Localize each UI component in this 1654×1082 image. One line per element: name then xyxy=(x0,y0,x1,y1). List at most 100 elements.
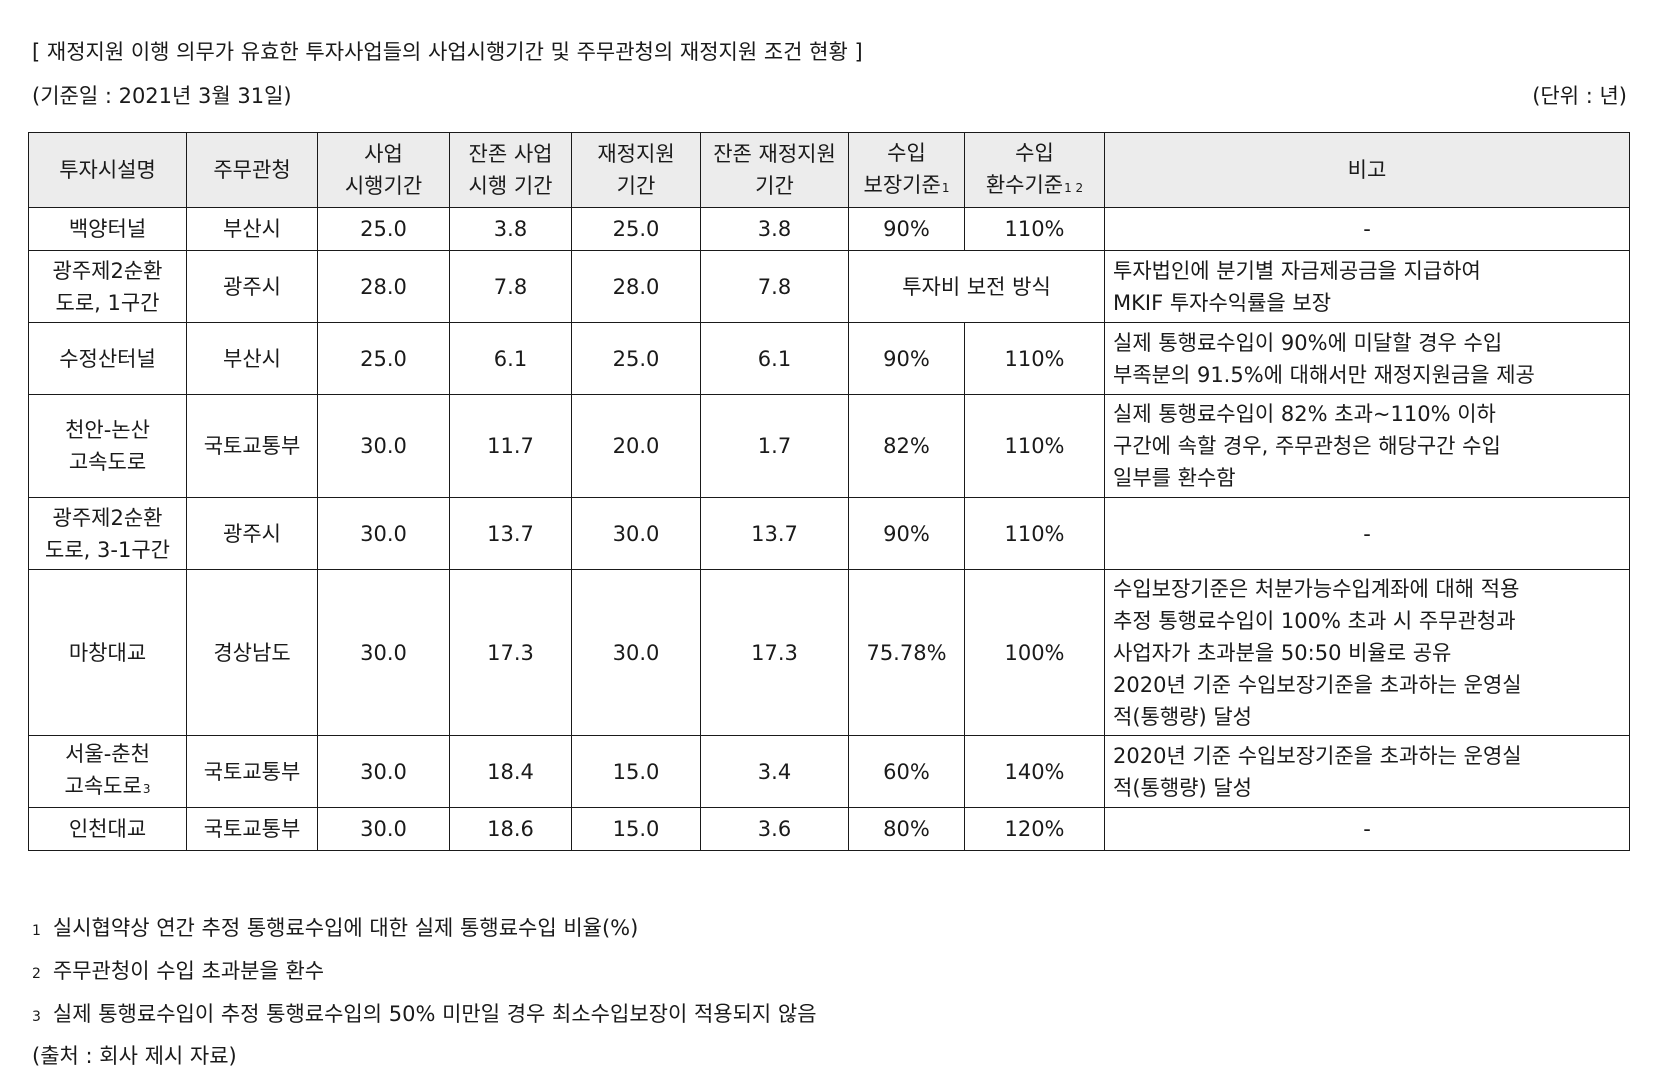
facility-name: 인천대교 xyxy=(28,807,187,851)
unit-label: (단위 : 년) xyxy=(1532,84,1627,108)
period: 25.0 xyxy=(317,322,450,395)
header-revenue-redemption: 수입 환수기준1 2 xyxy=(964,132,1105,208)
period: 30.0 xyxy=(317,807,450,851)
remaining-period: 7.8 xyxy=(449,250,572,323)
table-row: 광주제2순환 도로, 1구간 광주시 28.0 7.8 28.0 7.8 투자비… xyxy=(28,250,1630,323)
table-row: 백양터널 부산시 25.0 3.8 25.0 3.8 90% 110% - xyxy=(28,207,1630,251)
authority: 광주시 xyxy=(186,497,318,570)
remaining-period: 18.4 xyxy=(449,735,572,808)
period: 25.0 xyxy=(317,207,450,251)
header-note: 비고 xyxy=(1104,132,1630,208)
revenue-guarantee: 90% xyxy=(848,207,965,251)
remaining-support-period: 7.8 xyxy=(700,250,849,323)
revenue-redemption: 140% xyxy=(964,735,1105,808)
header-remaining-period: 잔존 사업 시행 기간 xyxy=(449,132,572,208)
table-row: 서울-춘천 고속도로3 국토교통부 30.0 18.4 15.0 3.4 60%… xyxy=(28,735,1630,808)
basis-date: (기준일 : 2021년 3월 31일) xyxy=(32,84,292,108)
period: 28.0 xyxy=(317,250,450,323)
support-period: 28.0 xyxy=(571,250,701,323)
remaining-period: 6.1 xyxy=(449,322,572,395)
footnote-text: 실시협약상 연간 추정 통행료수입에 대한 실제 통행료수입 비율(%) xyxy=(52,916,639,940)
revenue-guarantee: 80% xyxy=(848,807,965,851)
note: - xyxy=(1104,807,1630,851)
investment-preservation-method: 투자비 보전 방식 xyxy=(848,250,1105,323)
authority: 경상남도 xyxy=(186,569,318,736)
period: 30.0 xyxy=(317,497,450,570)
facility-name: 마창대교 xyxy=(28,569,187,736)
note: 수입보장기준은 처분가능수입계좌에 대해 적용 추정 통행료수입이 100% 초… xyxy=(1104,569,1630,736)
table-row: 천안-논산 고속도로 국토교통부 30.0 11.7 20.0 1.7 82% … xyxy=(28,394,1630,498)
remaining-support-period: 13.7 xyxy=(700,497,849,570)
note: 투자법인에 분기별 자금제공금을 지급하여 MKIF 투자수익률을 보장 xyxy=(1104,250,1630,323)
remaining-period: 18.6 xyxy=(449,807,572,851)
facility-name: 광주제2순환 도로, 1구간 xyxy=(28,250,187,323)
revenue-redemption: 110% xyxy=(964,497,1105,570)
remaining-period: 11.7 xyxy=(449,394,572,498)
header-row: 투자시설명 주무관청 사업 시행기간 잔존 사업 시행 기간 재정지원 기간 잔존 재… xyxy=(28,132,1630,208)
remaining-support-period: 3.6 xyxy=(700,807,849,851)
remaining-support-period: 17.3 xyxy=(700,569,849,736)
facility-name: 광주제2순환 도로, 3-1구간 xyxy=(28,497,187,570)
remaining-support-period: 3.8 xyxy=(700,207,849,251)
period: 30.0 xyxy=(317,735,450,808)
revenue-guarantee: 90% xyxy=(848,322,965,395)
footnote-text: 실제 통행료수입이 추정 통행료수입의 50% 미만일 경우 최소수입보장이 적… xyxy=(52,1002,817,1026)
revenue-redemption: 110% xyxy=(964,394,1105,498)
revenue-redemption: 110% xyxy=(964,322,1105,395)
support-period: 25.0 xyxy=(571,207,701,251)
document-title: [ 재정지원 이행 의무가 유효한 투자사업들의 사업시행기간 및 주무관청의 … xyxy=(32,40,863,64)
remaining-period: 17.3 xyxy=(449,569,572,736)
footnote-mark: 2 xyxy=(32,966,41,982)
table-row: 광주제2순환 도로, 3-1구간 광주시 30.0 13.7 30.0 13.7… xyxy=(28,497,1630,570)
note: - xyxy=(1104,207,1630,251)
authority: 광주시 xyxy=(186,250,318,323)
header-authority: 주무관청 xyxy=(186,132,318,208)
support-period: 30.0 xyxy=(571,497,701,570)
revenue-redemption: 100% xyxy=(964,569,1105,736)
authority: 국토교통부 xyxy=(186,735,318,808)
table-row: 수정산터널 부산시 25.0 6.1 25.0 6.1 90% 110% 실제 … xyxy=(28,322,1630,395)
support-period: 20.0 xyxy=(571,394,701,498)
facility-name: 수정산터널 xyxy=(28,322,187,395)
source-note: (출처 : 회사 제시 자료) xyxy=(32,1044,237,1068)
note: 실제 통행료수입이 82% 초과~110% 이하 구간에 속할 경우, 주무관청… xyxy=(1104,394,1630,498)
footnote-mark: 1 xyxy=(32,923,41,939)
facility-name: 천안-논산 고속도로 xyxy=(28,394,187,498)
footnote-mark: 3 xyxy=(32,1009,41,1025)
period: 30.0 xyxy=(317,394,450,498)
period: 30.0 xyxy=(317,569,450,736)
remaining-support-period: 1.7 xyxy=(700,394,849,498)
note: 2020년 기준 수입보장기준을 초과하는 운영실 적(통행량) 달성 xyxy=(1104,735,1630,808)
facility-name: 백양터널 xyxy=(28,207,187,251)
revenue-redemption: 120% xyxy=(964,807,1105,851)
note: 실제 통행료수입이 90%에 미달할 경우 수입 부족분의 91.5%에 대해서… xyxy=(1104,322,1630,395)
footnote-1: 1 실시협약상 연간 추정 통행료수입에 대한 실제 통행료수입 비율(%) xyxy=(32,912,638,942)
remaining-period: 3.8 xyxy=(449,207,572,251)
header-support-period: 재정지원 기간 xyxy=(571,132,701,208)
financial-support-table: 투자시설명 주무관청 사업 시행기간 잔존 사업 시행 기간 재정지원 기간 잔존 재… xyxy=(28,132,1630,851)
revenue-guarantee: 82% xyxy=(848,394,965,498)
table-row: 인천대교 국토교통부 30.0 18.6 15.0 3.6 80% 120% - xyxy=(28,807,1630,851)
remaining-support-period: 3.4 xyxy=(700,735,849,808)
revenue-redemption: 110% xyxy=(964,207,1105,251)
revenue-guarantee: 90% xyxy=(848,497,965,570)
authority: 부산시 xyxy=(186,322,318,395)
header-facility: 투자시설명 xyxy=(28,132,187,208)
note: - xyxy=(1104,497,1630,570)
revenue-guarantee: 75.78% xyxy=(848,569,965,736)
footnote-ref: 3 xyxy=(142,782,151,796)
header-revenue-guarantee: 수입 보장기준1 xyxy=(848,132,965,208)
authority: 부산시 xyxy=(186,207,318,251)
header-remaining-support-period: 잔존 재정지원 기간 xyxy=(700,132,849,208)
facility-name: 서울-춘천 고속도로3 xyxy=(28,735,187,808)
header-period: 사업 시행기간 xyxy=(317,132,450,208)
support-period: 15.0 xyxy=(571,807,701,851)
support-period: 25.0 xyxy=(571,322,701,395)
authority: 국토교통부 xyxy=(186,807,318,851)
support-period: 30.0 xyxy=(571,569,701,736)
remaining-period: 13.7 xyxy=(449,497,572,570)
footnote-text: 주무관청이 수입 초과분을 환수 xyxy=(52,959,325,983)
support-period: 15.0 xyxy=(571,735,701,808)
footnote-2: 2 주무관청이 수입 초과분을 환수 xyxy=(32,955,324,985)
remaining-support-period: 6.1 xyxy=(700,322,849,395)
